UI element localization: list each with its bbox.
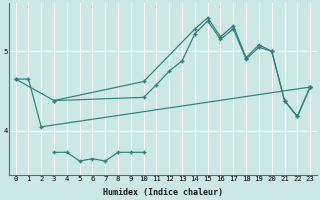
X-axis label: Humidex (Indice chaleur): Humidex (Indice chaleur) (103, 188, 223, 197)
